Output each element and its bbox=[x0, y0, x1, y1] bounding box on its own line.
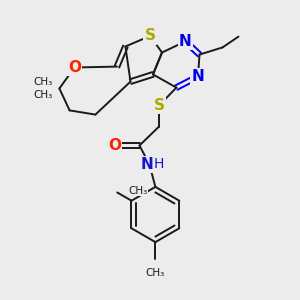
Text: N: N bbox=[179, 34, 192, 49]
Text: N: N bbox=[141, 157, 153, 172]
Text: O: O bbox=[108, 138, 121, 153]
Text: CH₃: CH₃ bbox=[146, 268, 165, 278]
Text: H: H bbox=[153, 158, 164, 171]
Text: CH₃: CH₃ bbox=[33, 77, 52, 87]
Text: S: S bbox=[154, 98, 164, 113]
Text: CH₃: CH₃ bbox=[129, 186, 148, 196]
Text: S: S bbox=[145, 28, 155, 44]
Text: O: O bbox=[68, 60, 81, 75]
Text: N: N bbox=[192, 69, 204, 84]
Text: CH₃: CH₃ bbox=[33, 90, 52, 100]
